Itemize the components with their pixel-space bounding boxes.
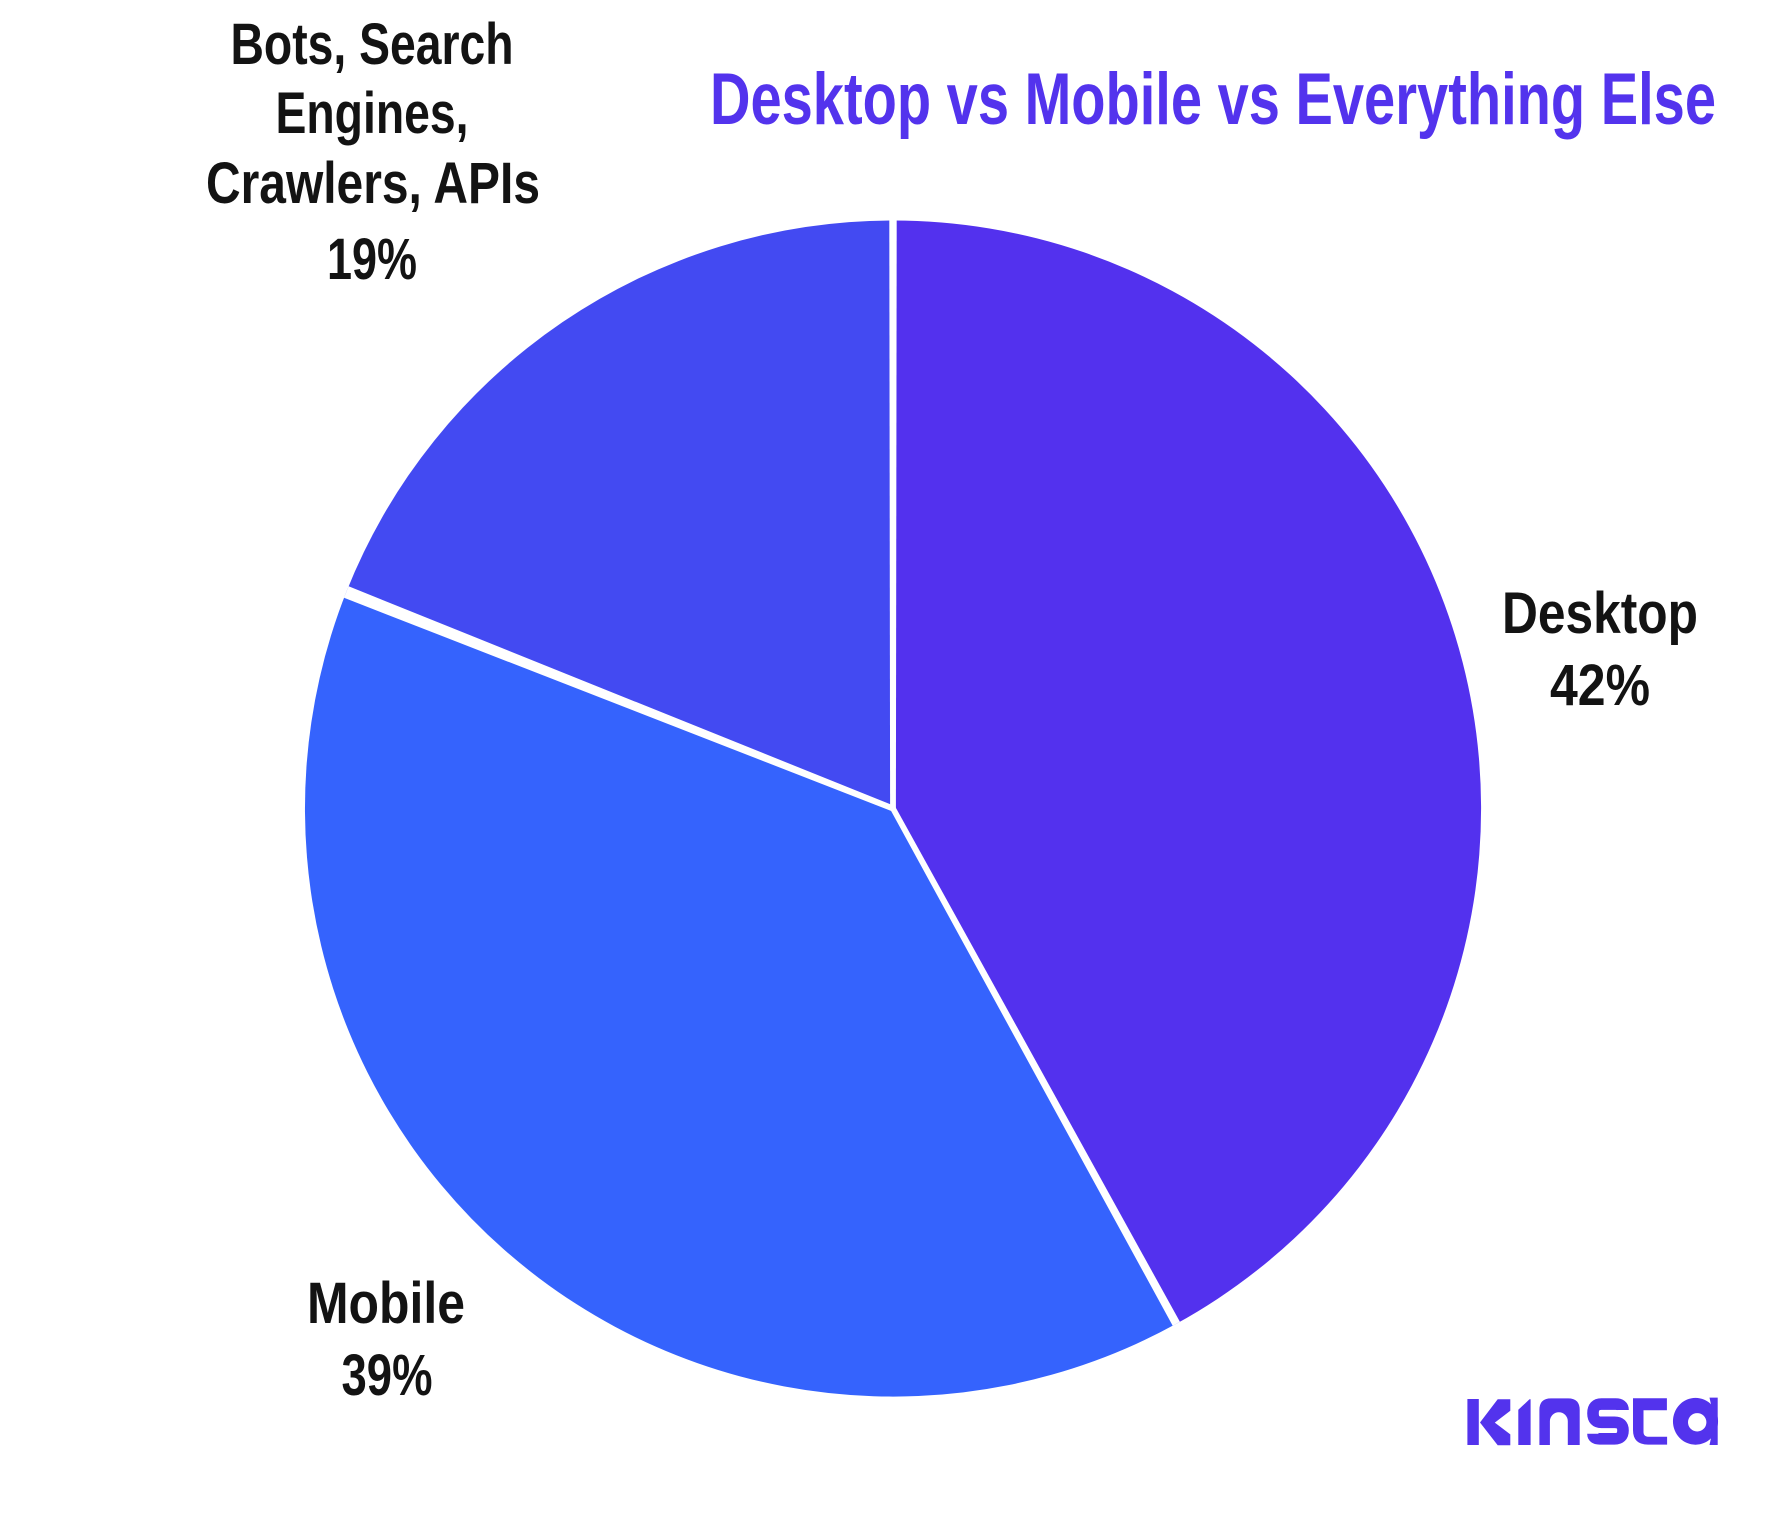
svg-text:39%: 39% xyxy=(342,1343,433,1408)
svg-text:Mobile: Mobile xyxy=(307,1271,465,1336)
svg-text:19%: 19% xyxy=(327,227,417,292)
svg-text:Crawlers, APIs: Crawlers, APIs xyxy=(206,151,540,216)
svg-text:Bots, Search: Bots, Search xyxy=(231,12,514,77)
svg-text:Desktop vs Mobile vs Everythin: Desktop vs Mobile vs Everything Else xyxy=(710,59,1716,140)
svg-text:Desktop: Desktop xyxy=(1502,581,1698,646)
svg-text:42%: 42% xyxy=(1550,653,1650,718)
svg-text:Engines,: Engines, xyxy=(276,81,469,146)
